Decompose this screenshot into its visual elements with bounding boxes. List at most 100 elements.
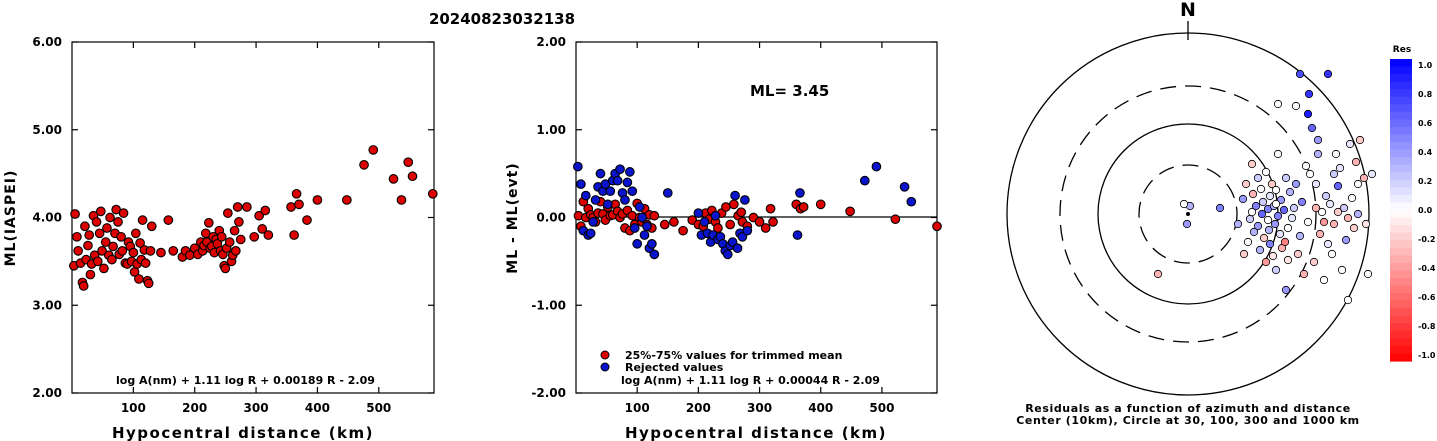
- trimmed-point: [798, 202, 809, 212]
- panel2-xtick-label: 300: [747, 401, 772, 415]
- rejected-point: [795, 188, 805, 198]
- epicenter-marker: [1186, 212, 1190, 216]
- station-residual: [1335, 163, 1345, 173]
- rejected-point: [605, 186, 616, 197]
- station-residual: [1329, 219, 1339, 229]
- rejected-point: [622, 177, 633, 188]
- station-residual: [1261, 167, 1271, 177]
- colorbar-segment: [1390, 66, 1412, 75]
- station-residual: [1291, 179, 1301, 189]
- legend-marker-rejected: [600, 362, 610, 372]
- station-residual: [1303, 109, 1313, 119]
- colorbar-segment: [1390, 323, 1412, 332]
- ml-point: [107, 254, 117, 265]
- ml-point: [80, 221, 90, 232]
- rejected-point: [629, 223, 640, 233]
- ml-point: [72, 231, 82, 242]
- panel1-xtick-label: 300: [244, 401, 269, 415]
- colorbar-segment: [1390, 255, 1412, 264]
- rejected-point: [662, 188, 673, 198]
- ml-point: [254, 210, 264, 221]
- station-residual: [1241, 179, 1251, 189]
- colorbar-segment: [1390, 293, 1412, 302]
- ml-point: [146, 221, 157, 232]
- ml-point: [220, 263, 231, 274]
- ml-point: [113, 217, 123, 227]
- panel1-y-label: ML(IASPEI): [3, 170, 19, 267]
- ml-point: [145, 245, 156, 256]
- panel1-x-label: Hypocentral distance (km): [112, 424, 374, 441]
- station-residual: [1253, 221, 1263, 231]
- colorbar-tick-label: -0.6: [1418, 293, 1436, 302]
- ml-point: [100, 237, 111, 247]
- rejected-point: [590, 195, 601, 205]
- station-residual: [1248, 189, 1258, 199]
- ring-300km: [1059, 85, 1317, 343]
- panel2-ytick-label: -2.00: [531, 386, 566, 400]
- station-residual: [1341, 235, 1351, 245]
- rejected-point: [580, 190, 591, 201]
- station-residual: [1215, 203, 1225, 213]
- colorbar-segment: [1390, 270, 1412, 279]
- ml-point: [216, 231, 227, 242]
- ml-point: [249, 231, 260, 242]
- ml-point: [117, 245, 128, 256]
- panel1-points: [68, 145, 438, 291]
- station-residual: [1329, 169, 1339, 179]
- ml-point: [156, 247, 166, 258]
- station-residual: [1153, 269, 1163, 279]
- panel2-x-label: Hypocentral distance (km): [625, 424, 887, 441]
- colorbar-tick-label: 0.8: [1418, 90, 1433, 99]
- panel1-ytick-label: 5.00: [32, 123, 62, 137]
- trimmed-point: [669, 217, 679, 227]
- ml-point: [230, 245, 241, 256]
- ml-annotation: ML= 3.45: [750, 82, 829, 100]
- station-residual: [1256, 184, 1266, 194]
- ml-point: [222, 208, 233, 218]
- ml-point: [359, 160, 369, 170]
- ml-point: [92, 256, 103, 267]
- colorbar-segment: [1390, 345, 1412, 355]
- ml-point: [403, 157, 414, 168]
- ml-point: [342, 195, 352, 205]
- station-residual: [1271, 265, 1281, 275]
- panel2-x-ticks: 100 200 300 400 500: [625, 42, 894, 415]
- ml-point: [128, 247, 139, 258]
- station-residual: [1249, 227, 1259, 237]
- polar-caption-line1: Residuals as a function of azimuth and d…: [1025, 402, 1351, 415]
- ml-point: [91, 217, 102, 227]
- station-residual: [1331, 149, 1341, 159]
- panel1-xtick-label: 100: [121, 401, 146, 415]
- rejected-point: [730, 190, 740, 201]
- colorbar-segment: [1390, 172, 1412, 181]
- ml-point: [95, 206, 106, 217]
- panel2-ytick-label: 0.00: [536, 211, 566, 225]
- station-residual: [1270, 219, 1280, 229]
- trimmed-point: [754, 217, 765, 227]
- trimmed-point: [815, 199, 826, 210]
- ml-point: [224, 237, 235, 247]
- legend-label-trimmed: 25%-75% values for trimmed mean: [625, 349, 842, 362]
- ml-point: [232, 202, 243, 212]
- colorbar-tick-label: -0.2: [1418, 235, 1436, 244]
- colorbar-segment: [1390, 119, 1412, 128]
- station-residual: [1271, 199, 1281, 209]
- colorbar-segment: [1390, 300, 1412, 309]
- station-residual: [1247, 159, 1257, 169]
- station-residual: [1243, 237, 1253, 247]
- panel1-xtick-label: 200: [182, 401, 207, 415]
- colorbar-segment: [1390, 353, 1412, 362]
- panel1-ytick-label: 6.00: [32, 35, 62, 49]
- station-residual: [1304, 89, 1314, 99]
- rejected-point: [585, 228, 596, 239]
- ml-point: [289, 230, 299, 240]
- colorbar-segment: [1390, 149, 1412, 158]
- panel2-ytick-label: 2.00: [536, 35, 566, 49]
- station-residual: [1253, 173, 1263, 183]
- trimmed-point: [932, 221, 942, 232]
- rejected-point: [572, 161, 583, 172]
- station-residual: [1261, 257, 1271, 267]
- station-residual: [1287, 213, 1297, 223]
- ml-point: [73, 245, 83, 256]
- ml-point: [168, 245, 179, 256]
